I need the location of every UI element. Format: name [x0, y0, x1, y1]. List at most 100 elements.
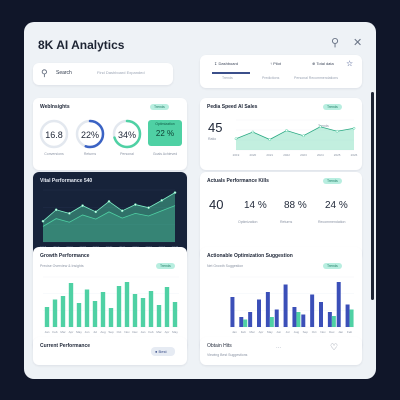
star-icon[interactable]: ☆	[346, 59, 354, 68]
trend-badge[interactable]: Trends	[323, 104, 342, 110]
ring-progress	[112, 119, 142, 149]
toggle-dot-icon: ●	[155, 349, 158, 354]
data-point	[335, 129, 339, 133]
data-point	[68, 212, 71, 215]
x-tick-label: 2020	[250, 153, 257, 157]
card-subtitle: Viewing Best Suggestions	[207, 353, 248, 357]
tab-sub-label: Personal Recommendations	[294, 76, 338, 80]
x-tick-label: Sep	[303, 330, 309, 334]
best-toggle[interactable]: ● Best	[151, 347, 175, 356]
x-tick-label: Dec	[132, 330, 138, 334]
x-tick-label: Feb	[52, 330, 58, 334]
data-point	[81, 204, 84, 207]
bar	[108, 308, 114, 327]
ring-value: 22%	[80, 130, 99, 140]
card-title: Pedia Speed AI Sales	[207, 104, 258, 110]
download-icon: ↧	[214, 61, 218, 66]
x-tick-label: Jun	[276, 330, 281, 334]
x-tick-label: Aug	[294, 330, 300, 334]
trend-badge[interactable]: Trends	[323, 263, 342, 269]
scrollbar-thumb[interactable]	[371, 92, 374, 300]
bar	[116, 286, 122, 327]
x-tick-label: 2021	[266, 153, 273, 157]
stat-value: 88 %	[284, 200, 307, 211]
data-point	[160, 199, 164, 202]
bar	[92, 301, 98, 327]
x-tick-label: Feb	[148, 330, 154, 334]
x-tick-label: Mar	[250, 330, 255, 334]
tab-pilot[interactable]: ↑ Pilot	[270, 61, 281, 66]
x-tick-label: Feb	[241, 330, 247, 334]
x-tick-label: Aug	[100, 330, 106, 334]
trend-badge[interactable]: Trends	[150, 104, 169, 110]
x-tick-label: Jan	[141, 330, 146, 334]
card-title: Vital Performance 540	[40, 178, 93, 184]
obtain-hits-card: Obtain Hits Viewing Best Suggestions ···…	[200, 337, 362, 365]
x-tick-label: Nov	[320, 330, 326, 334]
x-tick-label: Jan	[338, 330, 343, 334]
series-area	[43, 192, 175, 242]
trend-badge[interactable]: Trends	[323, 178, 342, 184]
data-point	[134, 203, 137, 206]
ring-gauges	[39, 119, 142, 149]
tab-total-data[interactable]: ⊕ Total data	[312, 61, 334, 66]
data-point	[318, 125, 322, 129]
bar	[248, 312, 253, 327]
bar	[349, 309, 354, 327]
x-tick-label: 2024	[317, 153, 324, 157]
tab-bar: ↧ Dashboard ↑ Pilot ⊕ Total data Trends …	[200, 55, 362, 88]
search-placeholder: Find Dashboard Expanded	[97, 70, 145, 75]
bar	[301, 314, 306, 327]
x-tick-label: 2019	[233, 153, 240, 157]
ring-label: Returns	[83, 152, 97, 156]
bar	[148, 291, 154, 327]
card-title: Actionable Optimization Suggestion	[207, 253, 293, 259]
data-point	[285, 129, 288, 132]
app-title: 8K AI Analytics	[38, 38, 125, 52]
bar	[76, 303, 82, 327]
x-tick-label: 2026	[351, 153, 358, 157]
x-tick-label: Oct	[312, 330, 317, 334]
speed-area-chart: 2019 2020 2021 2022 2023 2024 2025 2026	[233, 119, 358, 157]
search-bar[interactable]: ⚲ Search Find Dashboard Expanded	[33, 63, 173, 85]
highlight-value: 22 %	[155, 129, 175, 138]
search-icon[interactable]: ⚲	[331, 37, 340, 49]
bar	[336, 282, 341, 327]
tab-dashboard[interactable]: ↧ Dashboard	[214, 61, 239, 66]
x-tick-label: Jan	[232, 330, 237, 334]
trend-badge[interactable]: Trends	[156, 263, 175, 269]
close-icon[interactable]: ✕	[353, 37, 363, 49]
more-icon[interactable]: ···	[276, 345, 281, 351]
data-point	[173, 191, 177, 194]
x-tick-label: 2022	[283, 153, 290, 157]
data-point	[251, 130, 255, 134]
speed-value: 45	[208, 120, 223, 135]
current-performance-card: Current Performance ● Best	[33, 337, 187, 365]
suggestion-bar-chart: Jan Feb Mar Apr May Jun Jul Aug Sep Oct Nov Dec Jan F…	[230, 276, 354, 334]
ring-progress	[75, 119, 105, 149]
x-tick-label: Sep	[108, 330, 114, 334]
card-subtitle: Precise Overview & Insights	[40, 264, 84, 268]
card-title: Growth Performance	[40, 253, 90, 259]
bar	[100, 292, 106, 327]
bar	[265, 292, 270, 327]
highlight-top: Optimization	[155, 122, 175, 126]
x-tick-label: Jun	[85, 330, 90, 334]
data-point	[54, 208, 58, 212]
bell-icon[interactable]: ♡	[330, 342, 339, 352]
ring-value: 34%	[117, 130, 136, 140]
bar	[124, 282, 130, 327]
vital-area-chart: 2015201620172018201920202021202220232024…	[40, 189, 179, 249]
bar	[84, 289, 90, 327]
search-icon: ⚲	[41, 68, 48, 78]
bar	[164, 287, 170, 327]
data-point	[41, 219, 45, 223]
highlight-tile: Optimization 22 %	[148, 120, 182, 146]
bar	[230, 297, 235, 327]
tab-sub-label: Predictions	[262, 76, 280, 80]
app-window: 8K AI Analytics ⚲ ✕ ⚲ Search Find Dashbo…	[24, 22, 376, 379]
ring-label: Conversions	[44, 152, 64, 156]
bar	[327, 312, 332, 327]
ring-label: Personal	[120, 152, 134, 156]
stat-value: 14 %	[244, 200, 267, 211]
